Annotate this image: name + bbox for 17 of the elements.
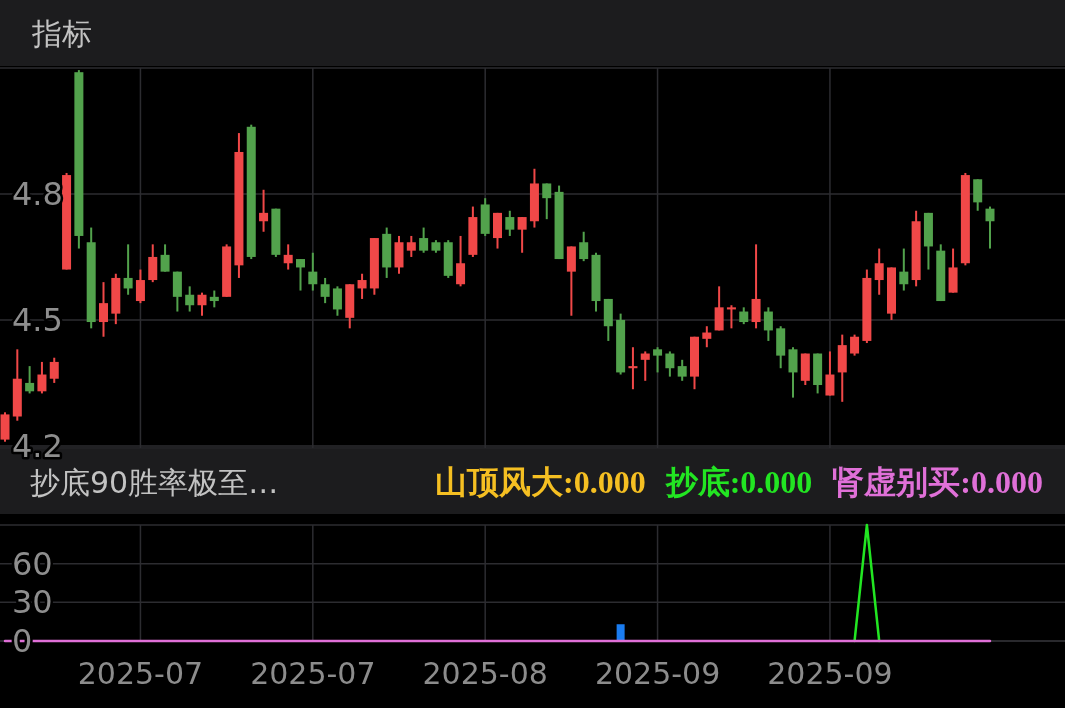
y-tick-label: 30 [12,583,53,622]
x-tick-label: 2025-07 [77,655,204,691]
chart-title: 指标 [31,15,92,51]
y-tick-label: 4.8 [12,174,63,213]
x-tick-label: 2025-09 [594,655,721,691]
y-tick-label: 60 [12,544,53,583]
x-tick-label: 2025-07 [250,655,376,691]
chart-title: 抄底90胜率极至… [30,464,279,500]
text: 肾虚别买:0.000 [832,464,1043,500]
x-tick-label: 2025-09 [767,655,893,691]
candlestick [726,305,736,329]
x-tick-label: 2025-08 [422,655,548,691]
y-tick-label: 4.5 [12,300,63,339]
candlestick [628,347,638,390]
y-tick-label: 4.2 [12,426,63,465]
legend-label: 山顶风大:0.000 [435,464,646,500]
series-label: 抄底:0.000 [664,464,813,500]
